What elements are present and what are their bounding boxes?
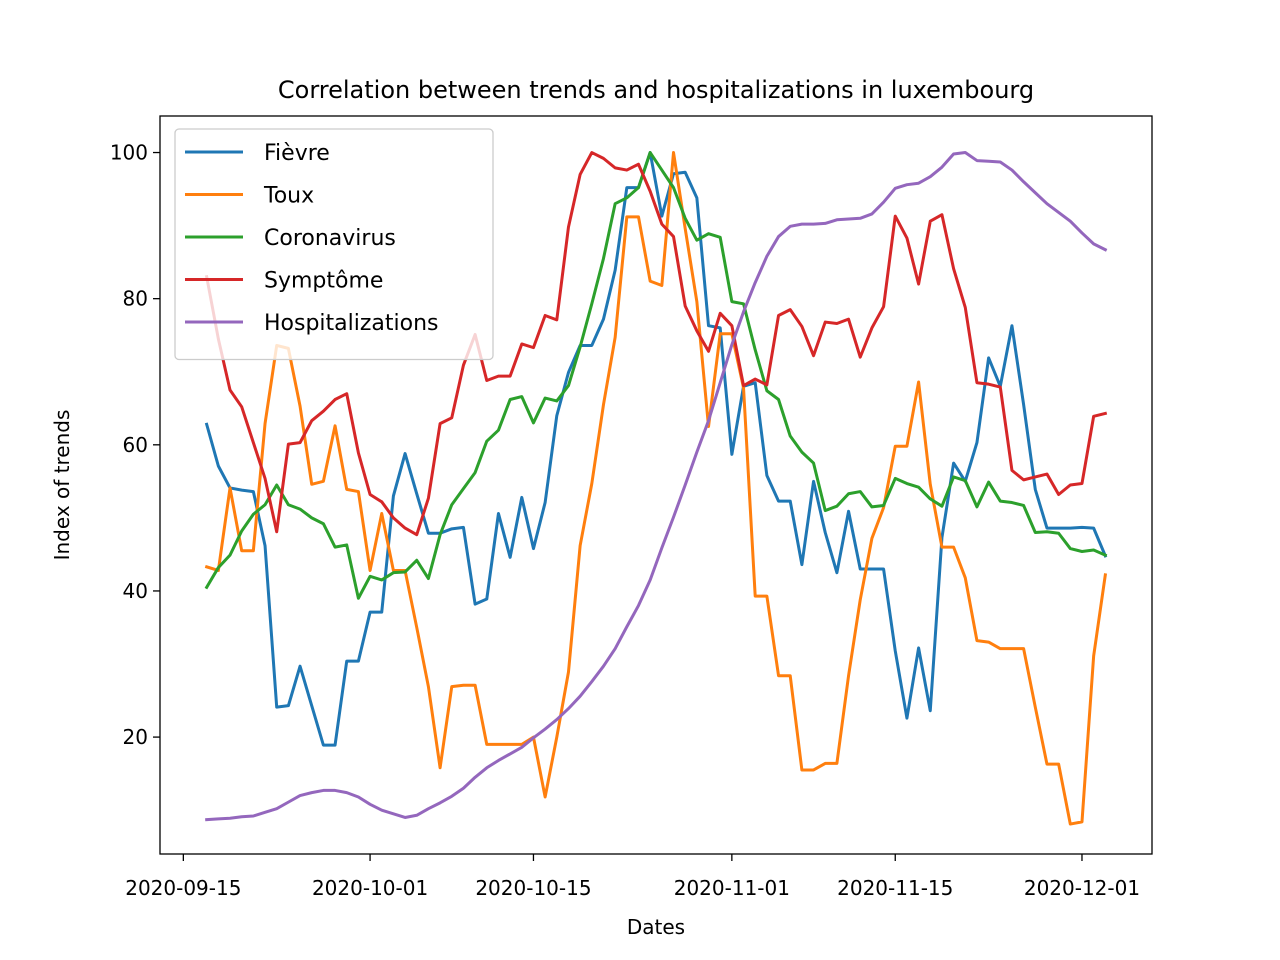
plot-area-frame (159, 115, 1153, 855)
x-tick-label: 2020-10-01 (312, 876, 428, 900)
y-axis: 20 40 60 80 100 (110, 141, 160, 749)
x-tick-label: 2020-11-01 (674, 876, 790, 900)
x-tick-label: 2020-11-15 (837, 876, 953, 900)
series-layer (204, 151, 1108, 826)
series-line-coronavirus (204, 151, 1108, 600)
y-tick-label: 80 (123, 287, 148, 311)
series-line-hospitalizations (205, 151, 1108, 822)
series-line-toux (204, 151, 1108, 826)
legend-label-hospitalizations: Hospitalizations (264, 311, 439, 336)
legend-label-symptome: Symptôme (264, 269, 383, 294)
x-axis-label: Dates (627, 915, 685, 939)
chart-title: Correlation between trends and hospitali… (278, 76, 1034, 104)
legend: Fièvre Toux Coronavirus Symptôme Hospitaliza… (174, 128, 494, 361)
y-tick-label: 40 (123, 579, 148, 603)
x-tick-label: 2020-12-01 (1024, 876, 1140, 900)
series-line-symptome (204, 151, 1108, 537)
x-tick-label: 2020-10-15 (475, 876, 591, 900)
legend-label-coronavirus: Coronavirus (264, 226, 396, 251)
legend-label-fievre: Fièvre (264, 141, 330, 166)
series-line-fievre (204, 151, 1108, 747)
y-tick-label: 100 (110, 141, 148, 165)
x-tick-label: 2020-09-15 (125, 876, 241, 900)
legend-box (174, 128, 494, 361)
y-tick-label: 20 (123, 725, 148, 749)
y-tick-label: 60 (123, 433, 148, 457)
x-axis: 2020-09-15 2020-10-01 2020-10-15 2020-11-01… (125, 854, 1140, 900)
y-axis-label: Index of trends (50, 410, 74, 561)
legend-label-toux: Toux (263, 184, 314, 209)
